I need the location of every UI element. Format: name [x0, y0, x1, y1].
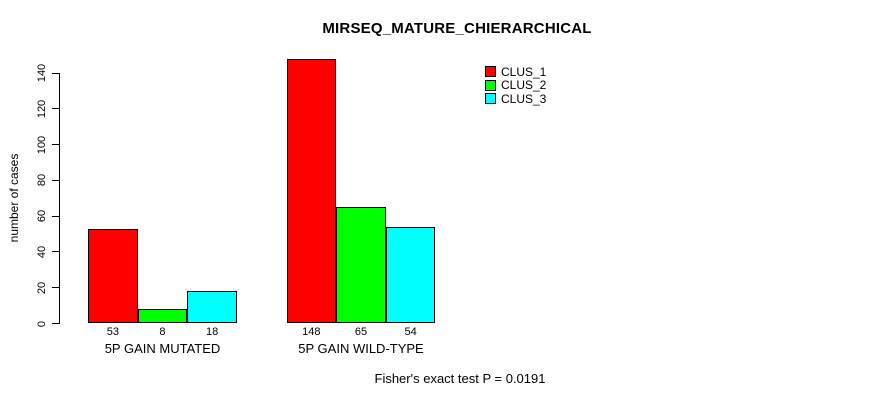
legend-swatch-clus_3 — [485, 93, 496, 105]
legend-swatch-clus_1 — [485, 66, 496, 78]
y-axis-tick — [51, 179, 59, 181]
y-axis-tick — [51, 251, 59, 253]
y-axis-tick-label: 140 — [36, 63, 48, 83]
y-axis-tick — [51, 323, 59, 324]
y-axis-tick-label: 100 — [36, 135, 48, 154]
category-label: 5P GAIN MUTATED — [104, 341, 221, 356]
y-axis-tick — [51, 215, 59, 217]
y-axis-tick-label: 40 — [36, 245, 48, 259]
pvalue-annotation: Fisher's exact test P = 0.0191 — [374, 371, 546, 386]
y-axis-tick-label: 0 — [36, 320, 48, 327]
category-label: 5P GAIN WILD-TYPE — [298, 341, 424, 356]
y-axis-tick-label: 80 — [36, 174, 48, 187]
bar-value-label: 18 — [206, 326, 219, 338]
bar-value-label: 65 — [354, 326, 368, 338]
legend-item: CLUS_3 — [485, 92, 546, 106]
legend-label: CLUS_3 — [501, 91, 547, 106]
y-axis-line — [58, 73, 60, 324]
y-axis-tick — [51, 108, 59, 110]
legend-item: CLUS_1 — [485, 65, 546, 79]
y-axis-tick-label: 60 — [36, 210, 48, 223]
bar-clus_3-group2 — [385, 226, 436, 324]
bar-value-label: 148 — [302, 326, 321, 338]
legend-label: CLUS_1 — [501, 64, 547, 79]
legend-item: CLUS_2 — [485, 79, 546, 93]
y-axis-tick — [51, 287, 59, 289]
bar-value-label: 54 — [404, 326, 417, 338]
chart-title: MIRSEQ_MATURE_CHIERARCHICAL — [322, 20, 592, 37]
bar-clus_1-group2 — [286, 58, 337, 324]
bar-clus_2-group2 — [336, 207, 386, 324]
y-axis-tick-label: 120 — [36, 99, 48, 118]
y-axis-tick-label: 20 — [36, 281, 48, 294]
bar-value-label: 8 — [159, 326, 166, 338]
y-axis-tick — [51, 72, 59, 74]
bar-clus_2-group1 — [137, 309, 188, 324]
legend-label: CLUS_2 — [501, 78, 547, 93]
legend-swatch-clus_2 — [485, 79, 496, 91]
bar-clus_1-group1 — [88, 228, 138, 324]
legend: CLUS_1 CLUS_2 CLUS_3 — [485, 65, 546, 106]
y-axis-tick — [51, 144, 59, 146]
y-axis-label: number of cases — [7, 153, 21, 243]
bar-value-label: 53 — [106, 326, 119, 338]
bar-clus_3-group1 — [187, 291, 237, 324]
